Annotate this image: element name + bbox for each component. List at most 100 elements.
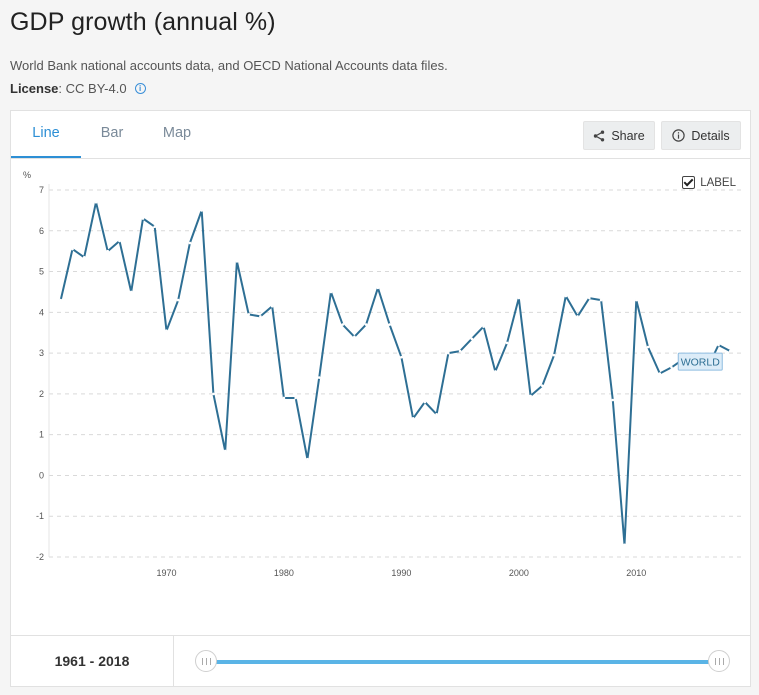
data-point — [223, 449, 227, 453]
data-point — [411, 417, 415, 420]
data-point — [646, 345, 650, 349]
data-point — [341, 323, 344, 326]
tab-line[interactable]: Line — [11, 111, 81, 158]
data-point — [141, 217, 145, 220]
data-point — [717, 343, 720, 347]
range-footer: 1961 - 2018 — [11, 635, 750, 687]
y-tick-label: 1 — [39, 430, 44, 440]
data-point — [728, 349, 732, 353]
series-line-world — [59, 201, 731, 546]
tab-bar[interactable]: Bar — [100, 125, 124, 141]
data-point — [282, 396, 286, 400]
data-point — [235, 260, 239, 263]
data-point — [588, 296, 591, 300]
y-axis-unit-label: % — [23, 170, 31, 180]
data-point — [576, 315, 579, 318]
data-point — [541, 384, 544, 388]
data-point — [470, 337, 474, 341]
license-value: : CC BY-4.0 — [58, 81, 127, 96]
line-chart: % 7 6 5 4 3 2 1 0 -1 -2 1970 1980 1990 2000 2010 WORLD — [23, 170, 742, 578]
data-point — [71, 247, 74, 251]
x-tick-label: 1970 — [156, 568, 176, 578]
data-point — [188, 241, 192, 245]
data-point — [200, 209, 203, 212]
label-checkbox[interactable] — [682, 176, 696, 189]
range-end: 2018 — [98, 653, 130, 669]
data-point — [329, 290, 333, 294]
data-point — [153, 225, 157, 228]
series-label-text: WORLD — [681, 357, 721, 369]
data-point — [670, 366, 673, 369]
series-label-box — [677, 352, 723, 371]
data-point — [458, 349, 462, 353]
data-point — [599, 298, 603, 302]
y-tick-label: 3 — [39, 348, 44, 358]
data-point — [82, 255, 86, 259]
range-end-handle[interactable] — [708, 650, 730, 672]
label-toggle[interactable]: LABEL — [682, 176, 736, 189]
x-tick-label: 2010 — [626, 568, 646, 578]
data-point — [658, 372, 662, 375]
y-tick-label: 0 — [39, 470, 44, 480]
source-text: World Bank national accounts data, and O… — [10, 58, 448, 73]
tab-map[interactable]: Map — [162, 125, 192, 141]
page-title: GDP growth (annual %) — [10, 8, 276, 36]
y-tick-label: 6 — [39, 226, 44, 236]
data-point — [94, 200, 98, 204]
data-point — [317, 376, 321, 379]
data-point — [435, 412, 438, 416]
data-point — [106, 249, 110, 253]
y-tick-label: 2 — [39, 389, 44, 399]
details-button[interactable]: Details — [661, 121, 741, 150]
data-point — [176, 298, 180, 302]
data-point — [564, 294, 568, 298]
range-start: 1961 — [54, 653, 86, 669]
data-point — [529, 394, 532, 398]
data-point — [517, 296, 521, 300]
data-point — [494, 370, 497, 373]
info-icon[interactable]: i — [134, 83, 146, 94]
label-toggle-text: LABEL — [700, 176, 736, 189]
y-tick-label: 5 — [39, 267, 44, 277]
data-point — [294, 396, 297, 400]
data-point — [270, 304, 274, 308]
share-button[interactable]: Share — [583, 121, 655, 150]
y-tick-label: 4 — [39, 307, 44, 317]
chart-area: % 7 6 5 4 3 2 1 0 -1 -2 1970 1980 1990 2000 2010 WORLD L… — [11, 159, 750, 636]
chart-tabs: Line Bar Map Share Details — [11, 111, 750, 159]
share-icon — [594, 130, 605, 141]
data-point — [212, 392, 215, 396]
data-point — [623, 543, 626, 547]
data-point — [447, 351, 450, 355]
x-tick-label: 1990 — [391, 568, 411, 578]
y-tick-label: 7 — [39, 185, 44, 195]
data-point — [165, 329, 168, 332]
license-label: License — [10, 81, 59, 96]
y-tick-label: -2 — [36, 552, 44, 562]
license-line: License : CC BY-4.0 i — [10, 81, 146, 96]
details-label: Details — [691, 128, 730, 143]
range-slider-track[interactable] — [207, 660, 721, 664]
x-tick-label: 2000 — [509, 568, 529, 578]
data-point — [388, 323, 391, 326]
range-separator: - — [85, 653, 99, 669]
data-point — [552, 353, 556, 357]
data-point — [129, 290, 133, 294]
data-point — [118, 239, 121, 243]
share-label: Share — [611, 128, 645, 143]
data-point — [306, 457, 309, 461]
data-point — [423, 400, 427, 404]
data-point — [353, 335, 356, 339]
year-range: 1961 - 2018 — [11, 636, 174, 687]
data-point — [259, 315, 262, 318]
data-point — [59, 298, 63, 302]
data-point — [376, 286, 380, 290]
data-point — [364, 323, 368, 326]
chart-card: Line Bar Map Share Details % 7 6 5 4 3 2 1 0 -1 -2… — [10, 110, 751, 687]
data-point — [505, 341, 509, 345]
data-point — [247, 313, 250, 316]
data-point — [400, 355, 403, 359]
data-point — [634, 298, 638, 302]
range-start-handle[interactable] — [195, 650, 217, 672]
data-point — [482, 325, 485, 328]
